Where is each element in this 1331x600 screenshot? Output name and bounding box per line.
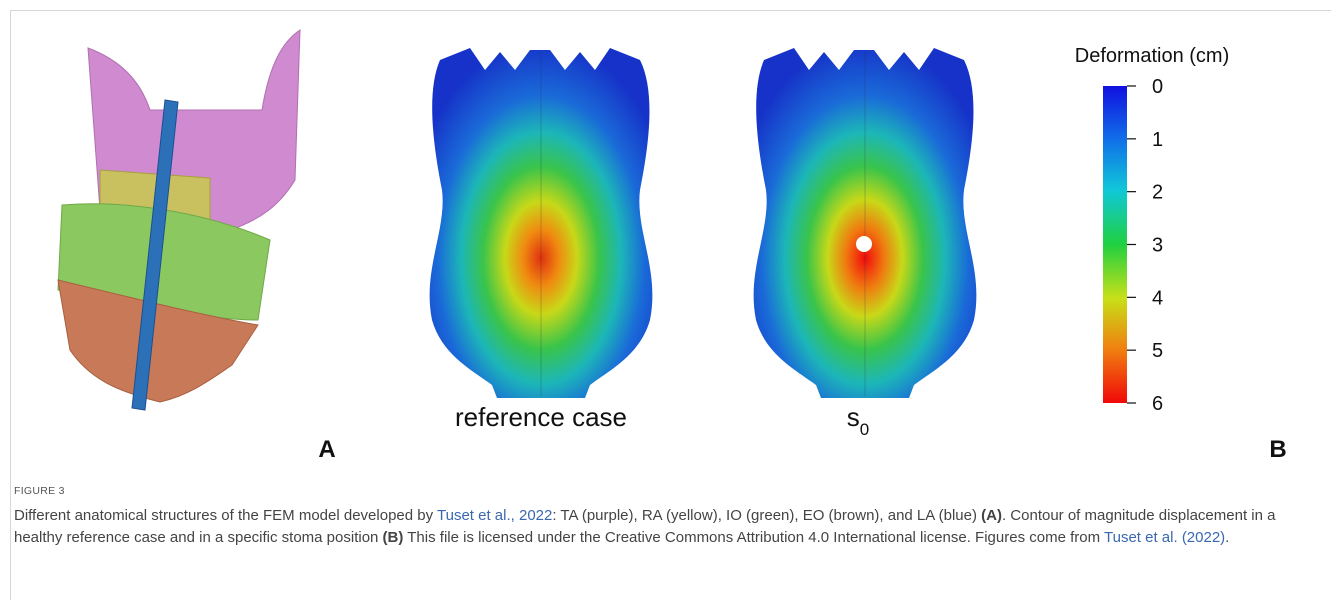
caption-segment: This file is licensed under the Creative… [403, 529, 1104, 546]
colorbar [1103, 86, 1127, 403]
tick-label: 5 [1152, 340, 1163, 362]
panel-ref: (B) [383, 529, 404, 546]
caption-text: Different anatomical structures of the F… [14, 505, 1314, 550]
deformation-render [430, 48, 977, 398]
panel-label: B [1269, 436, 1286, 463]
colorbar-title: Deformation (cm) [1075, 45, 1229, 67]
tick-label: 1 [1152, 129, 1163, 151]
citation-link[interactable]: Tuset et al. (2022) [1104, 529, 1225, 546]
page: A reference case s0 Deformation (cm) 012… [0, 0, 1331, 599]
caption-segment: : TA (purple), RA (yellow), IO (green), … [552, 507, 981, 524]
image-label-main: s [847, 402, 860, 432]
tick-label: 2 [1152, 182, 1163, 204]
citation-link[interactable]: Tuset et al., 2022 [437, 507, 552, 524]
caption-segment: Different anatomical structures of the F… [14, 507, 437, 524]
figure: A reference case s0 Deformation (cm) 012… [0, 0, 1331, 470]
tick-label: 4 [1152, 287, 1163, 309]
caption-segment: . [1225, 529, 1229, 546]
image-label: reference case [455, 402, 627, 432]
panel-label: A [318, 436, 335, 463]
caption: FIGURE 3 Different anatomical structures… [14, 480, 1314, 550]
tick-label: 0 [1152, 76, 1163, 98]
figure-label: FIGURE 3 [14, 480, 1314, 503]
image-label: s0 [847, 402, 869, 439]
colorbar-ticks: 0 1 2 3 4 5 6 [1127, 76, 1163, 415]
panel-ref: (A) [981, 507, 1002, 524]
anatomy-render [58, 30, 300, 410]
image-label-subscript: 0 [860, 420, 869, 439]
tick-label: 6 [1152, 393, 1163, 415]
tick-label: 3 [1152, 235, 1163, 257]
